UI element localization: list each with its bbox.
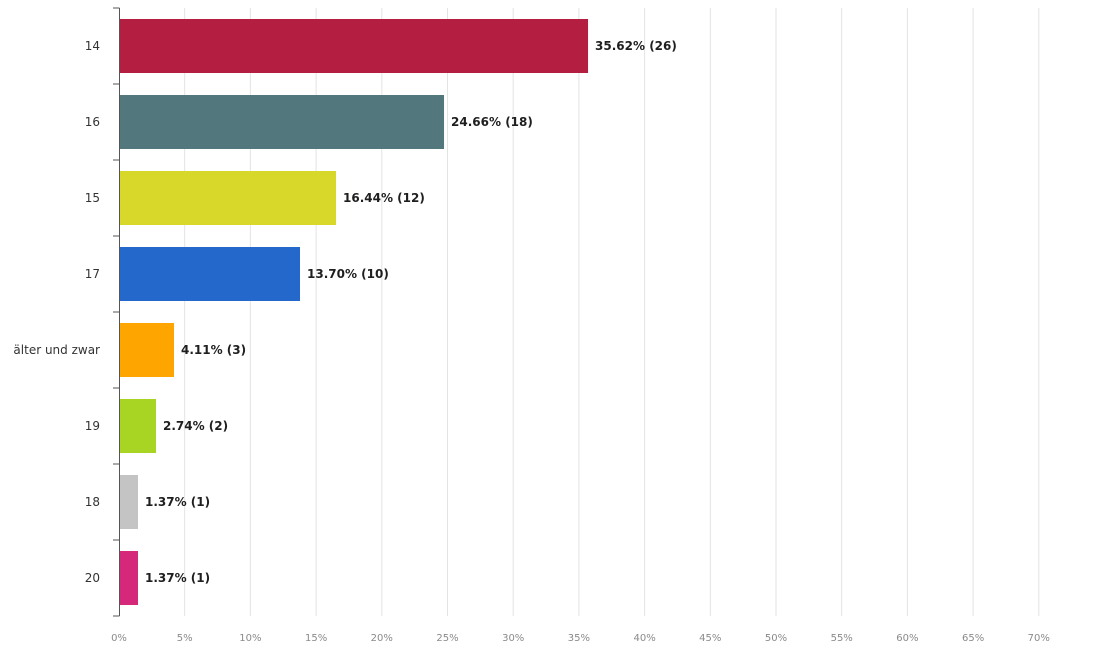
- category-label: 18: [85, 495, 100, 509]
- category-label: 14: [85, 39, 100, 53]
- x-tick-label: 15%: [305, 633, 327, 644]
- bar-2[interactable]: [120, 95, 445, 149]
- value-label: 24.66% (18): [451, 115, 533, 129]
- bar-3[interactable]: [120, 171, 337, 225]
- category-label: 16: [85, 115, 100, 129]
- x-tick-label: 65%: [962, 633, 984, 644]
- bar-1[interactable]: [120, 19, 589, 73]
- value-label: 4.11% (3): [181, 343, 246, 357]
- bar-8[interactable]: [120, 551, 139, 605]
- x-tick-label: 70%: [1028, 633, 1050, 644]
- x-tick-label: 20%: [371, 633, 393, 644]
- bars: [120, 19, 589, 605]
- category-label: 19: [85, 419, 100, 433]
- x-tick-label: 55%: [831, 633, 853, 644]
- x-tick-label: 0%: [111, 633, 127, 644]
- value-label: 13.70% (10): [307, 267, 389, 281]
- category-label: 20: [85, 571, 100, 585]
- y-axis: [113, 7, 120, 617]
- x-tick-label: 40%: [633, 633, 655, 644]
- bar-6[interactable]: [120, 399, 157, 453]
- x-tick-labels: 0% 5% 10% 15% 20% 25% 30% 35% 40% 45% 50% 55% 60% 65%…: [111, 633, 1050, 644]
- x-tick-label: 10%: [239, 633, 261, 644]
- bar-5[interactable]: [120, 323, 175, 377]
- value-label: 2.74% (2): [163, 419, 228, 433]
- value-label: 1.37% (1): [145, 495, 210, 509]
- x-tick-label: 5%: [177, 633, 193, 644]
- x-tick-label: 35%: [568, 633, 590, 644]
- bar-4[interactable]: [120, 247, 301, 301]
- x-tick-label: 50%: [765, 633, 787, 644]
- x-tick-label: 45%: [699, 633, 721, 644]
- category-label: älter und zwar: [13, 343, 100, 357]
- x-tick-label: 30%: [502, 633, 524, 644]
- x-tick-label: 25%: [436, 633, 458, 644]
- value-labels: 35.62% (26) 24.66% (18) 16.44% (12) 13.70% …: [145, 39, 677, 585]
- value-label: 1.37% (1): [145, 571, 210, 585]
- category-label: 17: [85, 267, 100, 281]
- value-label: 35.62% (26): [595, 39, 677, 53]
- value-label: 16.44% (12): [343, 191, 425, 205]
- category-labels: 14 16 15 17 älter und zwar 19 18 20: [13, 39, 100, 585]
- x-tick-label: 60%: [896, 633, 918, 644]
- category-label: 15: [85, 191, 100, 205]
- grid-lines: [184, 8, 1040, 616]
- bar-7[interactable]: [120, 475, 139, 529]
